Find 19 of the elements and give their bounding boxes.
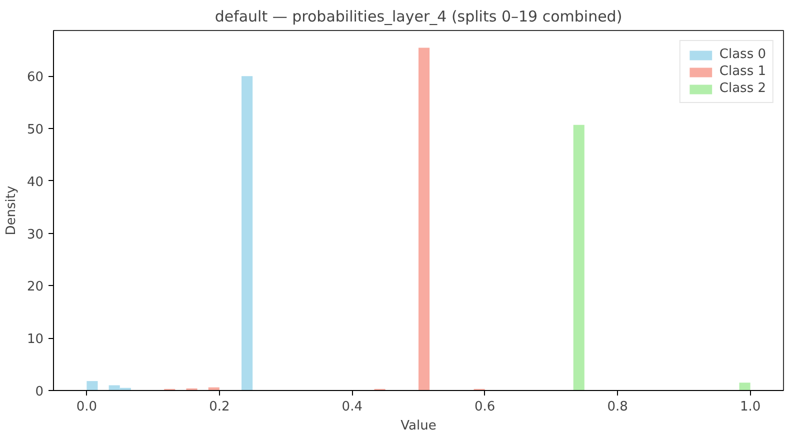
x-tick-label: 0.0 bbox=[76, 400, 98, 414]
legend-label: Class 1 bbox=[719, 64, 766, 79]
y-tick-label: 40 bbox=[26, 174, 44, 190]
y-tick-label: 10 bbox=[26, 332, 44, 348]
y-tick-label: 30 bbox=[26, 227, 44, 242]
y-tick-label: 60 bbox=[26, 70, 44, 86]
chart-title: default — probabilities_layer_4 (splits 0–19 combined) bbox=[214, 8, 622, 26]
x-tick-label: 0.2 bbox=[209, 400, 230, 414]
x-axis-title: Value bbox=[400, 418, 436, 434]
x-tick-label: 0.6 bbox=[474, 400, 496, 414]
y-tick-label: 20 bbox=[26, 280, 44, 295]
x-tick-label: 0.4 bbox=[342, 400, 362, 414]
y-tick-label: 0 bbox=[35, 384, 44, 400]
x-tick-label: 0.8 bbox=[607, 400, 628, 414]
legend-label: Class 0 bbox=[719, 47, 766, 62]
legend-label: Class 2 bbox=[719, 81, 766, 96]
y-axis-title: Density bbox=[4, 185, 19, 236]
y-tick-label: 50 bbox=[26, 122, 44, 138]
x-tick-label: 1.0 bbox=[740, 400, 761, 414]
